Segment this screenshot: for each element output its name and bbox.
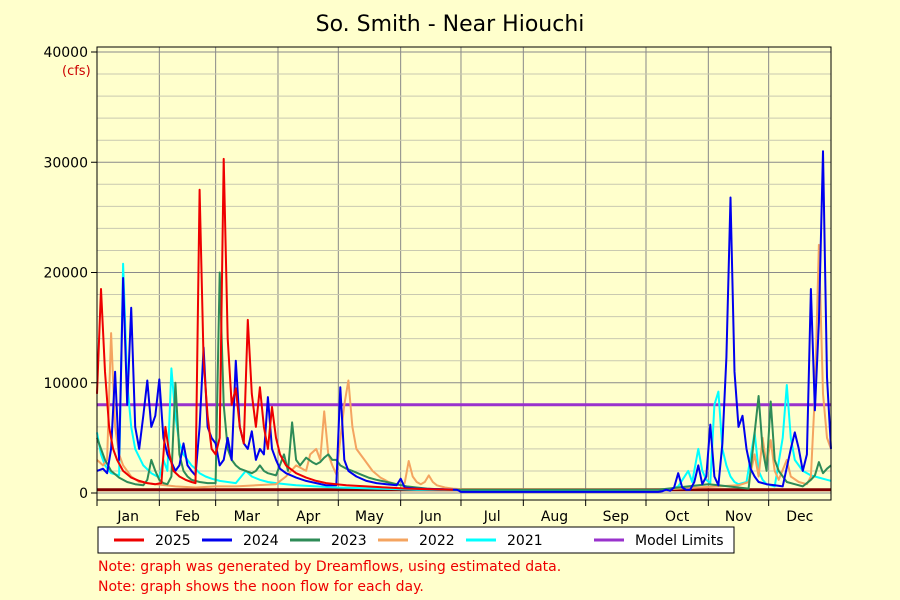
chart-title: So. Smith - Near Hiouchi [315, 12, 585, 37]
month-label: Jul [483, 509, 501, 525]
y-tick-label: 40000 [43, 45, 88, 61]
month-label: Nov [725, 509, 752, 525]
notes: Note: graph was generated by Dreamflows,… [98, 557, 561, 597]
legend-box [97, 526, 735, 554]
legend-label: 2024 [243, 533, 279, 549]
series-line-2023 [96, 271, 832, 491]
month-label: Jun [419, 509, 442, 525]
y-tick-label: 10000 [43, 376, 88, 392]
month-label: Feb [175, 509, 200, 525]
month-label: Sep [603, 509, 630, 525]
month-labels: Jan Feb Mar Apr May Jun Jul Aug Sep Oct Nov Dec [96, 500, 813, 525]
month-label: Apr [296, 509, 320, 525]
month-label: Mar [234, 509, 261, 525]
month-label: Jan [116, 509, 139, 525]
plot-frame [96, 46, 832, 501]
series-lines [96, 150, 832, 493]
y-axis-ticks: 0 10000 20000 30000 40000 [43, 45, 97, 502]
month-label: Aug [541, 509, 568, 525]
y-tick-label: 30000 [43, 155, 88, 171]
note-2: Note: graph shows the noon flow for each… [98, 579, 424, 595]
y-tick-label: 20000 [43, 266, 88, 282]
series-line-2025 [96, 157, 453, 491]
month-label: Oct [665, 509, 690, 525]
legend-label: 2022 [419, 533, 455, 549]
legend-label: 2023 [331, 533, 367, 549]
note-1: Note: graph was generated by Dreamflows,… [98, 559, 562, 575]
legend-label: 2021 [507, 533, 543, 549]
month-label: Dec [786, 509, 813, 525]
legend-label: 2025 [155, 533, 191, 549]
y-axis-unit-label: (cfs) [62, 64, 91, 79]
month-label: May [355, 509, 384, 525]
legend-label: Model Limits [635, 533, 723, 549]
legend: 2025 2024 2023 2022 2021 Model Limits [97, 526, 735, 554]
y-tick-label: 0 [79, 486, 88, 502]
